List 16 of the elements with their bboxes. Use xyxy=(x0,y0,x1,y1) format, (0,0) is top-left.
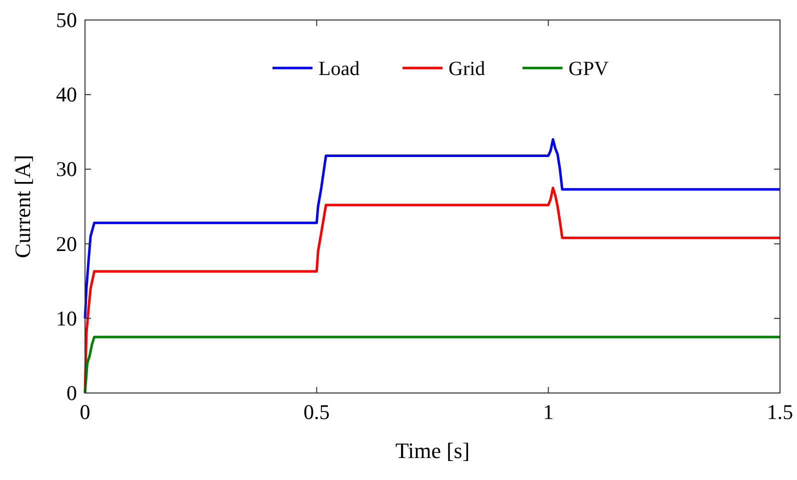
legend-label: Grid xyxy=(448,58,486,80)
legend-label: Load xyxy=(318,58,360,80)
y-tick-label: 0 xyxy=(66,381,77,405)
x-tick-label: 1.5 xyxy=(766,400,794,424)
y-tick-label: 10 xyxy=(56,306,77,330)
y-tick-label: 30 xyxy=(56,157,77,182)
line-series xyxy=(84,336,782,394)
x-axis-title: Time [s] xyxy=(395,438,470,463)
line-series xyxy=(84,138,782,320)
x-tick-label: 0.5 xyxy=(304,400,330,424)
y-tick-label: 50 xyxy=(56,8,77,32)
y-tick-label: 20 xyxy=(56,232,77,256)
x-tick-label: 1 xyxy=(543,400,554,424)
legend-label: GPV xyxy=(568,58,610,80)
y-axis-title: Current [A] xyxy=(10,154,35,258)
y-tick-label: 40 xyxy=(56,82,77,107)
